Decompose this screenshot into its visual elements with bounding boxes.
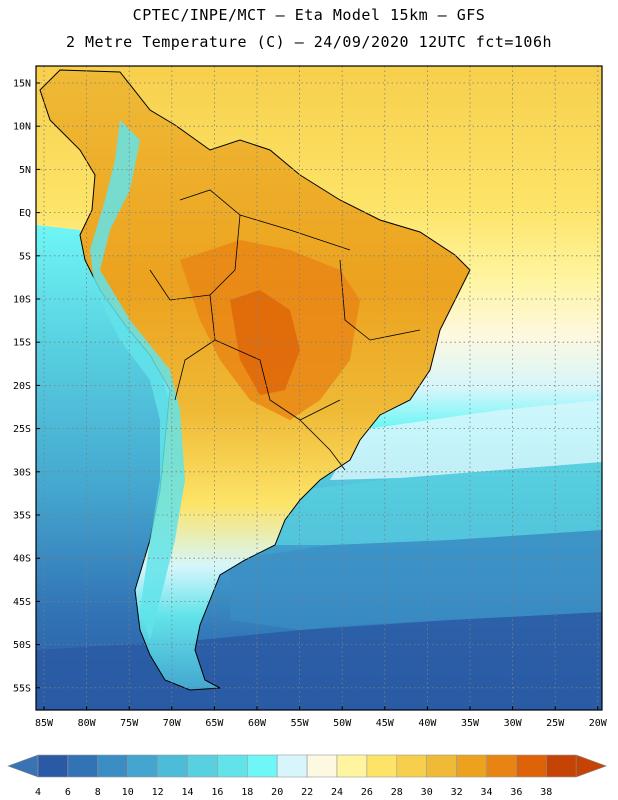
colorbar-label: 22 [301, 787, 313, 798]
ocean-subtropical-band [260, 462, 602, 545]
colorbar-swatch [276, 754, 308, 778]
colorbar-swatch [37, 754, 69, 778]
lon-label: 70W [163, 718, 182, 729]
country-borders [149, 189, 421, 471]
colorbar-swatch [217, 754, 248, 778]
colorbar-swatch [306, 754, 338, 778]
lon-label: 75W [120, 718, 139, 729]
grid-lines [36, 66, 602, 710]
colorbar-swatch [456, 754, 487, 778]
colorbar-label: 10 [122, 787, 134, 798]
colorbar-label: 14 [181, 787, 193, 798]
colorbar-label: 30 [421, 787, 433, 798]
lat-label: 20S [13, 381, 31, 392]
chart-title-line1: CPTEC/INPE/MCT – Eta Model 15km – GFS [132, 6, 486, 24]
lon-label: 30W [504, 718, 523, 729]
colorbar-label: 36 [510, 787, 522, 798]
colorbar-swatch [247, 754, 278, 778]
colorbar-label: 12 [152, 787, 164, 798]
lon-label: 50W [333, 718, 352, 729]
lon-label: 85W [35, 718, 54, 729]
lon-label: 25W [546, 718, 565, 729]
lon-label: 45W [376, 718, 395, 729]
colorbar-swatch [127, 754, 158, 778]
colorbar-label: 4 [35, 787, 41, 798]
colorbar-swatch [67, 754, 99, 778]
lat-label: 15S [13, 338, 31, 349]
colorbar-label: 8 [95, 787, 101, 798]
ocean-warm-band [330, 400, 602, 480]
colorbar-swatch [366, 754, 398, 778]
colorbar-label: 38 [540, 787, 552, 798]
colorbar-swatch [336, 754, 368, 778]
lat-label: 5S [19, 251, 31, 262]
arrow-right-icon [575, 754, 608, 778]
lon-label: 60W [248, 718, 267, 729]
colorbar-label: 32 [451, 787, 463, 798]
colorbar-swatch [97, 754, 129, 778]
hottest-core-region [230, 290, 300, 395]
lon-label: 80W [78, 718, 97, 729]
lon-label: 35W [461, 718, 480, 729]
colorbar-label: 28 [391, 787, 403, 798]
lat-label: EQ [19, 208, 31, 219]
colorbar-label: 34 [480, 787, 492, 798]
lon-label: 40W [418, 718, 437, 729]
map-frame [35, 65, 603, 711]
colorbar-swatch [396, 754, 427, 778]
colorbar-swatch [486, 754, 517, 778]
lat-label: 45S [13, 597, 31, 608]
chart-title-line2: 2 Metre Temperature (C) – 24/09/2020 12U… [65, 33, 553, 51]
lat-label: 10N [13, 122, 31, 133]
colorbar-swatch [157, 754, 188, 778]
ocean-temperate-band [230, 530, 602, 630]
colorbar-label: 20 [271, 787, 283, 798]
lat-label: 30S [13, 467, 31, 478]
lat-label: 15N [13, 79, 31, 90]
lat-label: 25S [13, 424, 31, 435]
colorbar-swatch [516, 754, 547, 778]
colorbar-swatch [545, 754, 577, 778]
colorbar-label: 26 [361, 787, 373, 798]
lon-label: 20W [589, 718, 608, 729]
lat-label: 10S [13, 295, 31, 306]
lon-label: 55W [291, 718, 310, 729]
andes-cold-strip [90, 120, 185, 640]
colorbar-label: 24 [331, 787, 343, 798]
colorbar: 4 6 8 10 12 14 16 18 20 22 24 26 28 30 32 34 36 38 [7, 754, 608, 798]
lat-label: 50S [13, 640, 31, 651]
colorbar-swatch [426, 754, 457, 778]
lat-label: 40S [13, 554, 31, 565]
latitude-axis: 15N 10N 5N EQ 5S 10S 15S 20S 25S 30S 35S 40S 45S 50S 5… [13, 79, 40, 694]
colorbar-swatch [187, 754, 218, 778]
longitude-axis: 85W 80W 75W 70W 65W 60W 55W 50W 45W 40W 35W 30W 25W 2… [35, 706, 608, 729]
colorbar-label: 16 [211, 787, 223, 798]
lon-label: 65W [205, 718, 224, 729]
colorbar-label: 18 [241, 787, 253, 798]
lat-label: 5N [19, 165, 31, 176]
arrow-left-icon [7, 754, 39, 778]
colorbar-label: 6 [65, 787, 71, 798]
lat-label: 55S [13, 683, 31, 694]
lat-label: 35S [13, 511, 31, 522]
